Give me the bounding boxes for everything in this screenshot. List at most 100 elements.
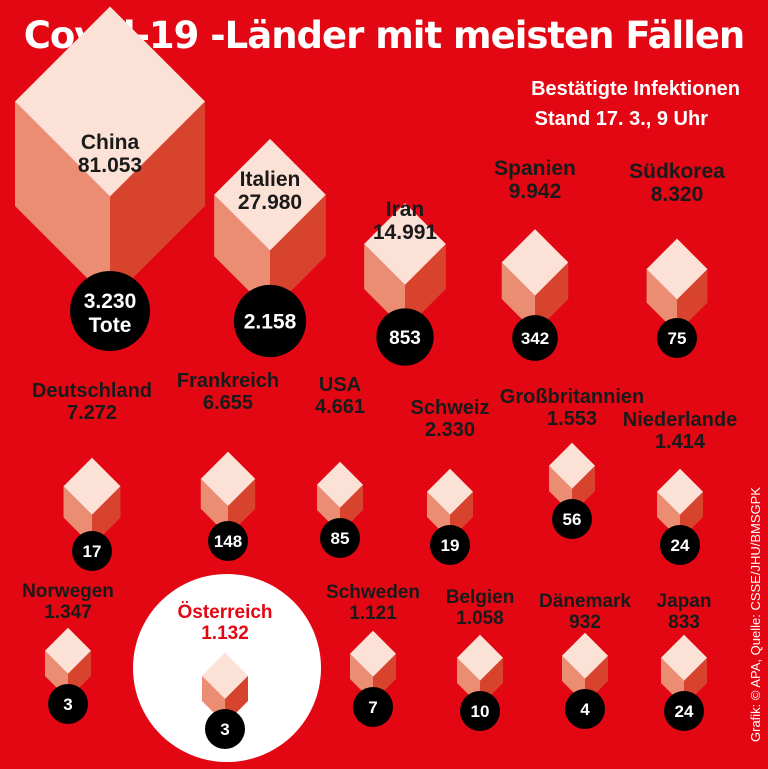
cube (501, 229, 569, 333)
deaths-circle (353, 687, 393, 727)
deaths-circle (657, 318, 697, 358)
country-name-label: Niederlande (623, 409, 737, 431)
cube-left-face (15, 101, 110, 301)
deaths-circle (664, 691, 704, 731)
cube-top-face (457, 634, 503, 681)
cases-label: 14.991 (373, 221, 438, 244)
cube-top-face (657, 468, 703, 515)
cube-right-face (677, 269, 708, 333)
country-name-label: Iran (386, 198, 425, 221)
cube-top-face (15, 6, 205, 197)
cube-top-face (646, 238, 708, 300)
deaths-value-label: 3.230 (84, 290, 137, 313)
cube-right-face (92, 486, 121, 546)
cube-right-face (405, 244, 446, 330)
deaths-value-label: 24 (675, 702, 694, 721)
cases-label: 1.121 (349, 603, 397, 624)
source-credit: Grafik: © APA, Quelle: CSSE/JHU/BMSGPK (748, 487, 763, 742)
deaths-value-label: 19 (441, 536, 460, 555)
cube-top-face (200, 451, 256, 507)
deaths-value-label: 853 (389, 328, 421, 349)
cube-right-face (535, 262, 569, 333)
cases-label: 6.655 (203, 392, 253, 414)
country-name-label: Österreich (177, 602, 272, 623)
deaths-value-label: 4 (580, 700, 590, 719)
cube-top-face (317, 461, 363, 508)
deaths-circle (48, 684, 88, 724)
cases-label: 9.942 (509, 180, 562, 203)
country-name-label: Südkorea (629, 160, 725, 183)
cases-label: 7.272 (67, 402, 117, 424)
cube-left-face (646, 269, 677, 333)
country-name-label: China (81, 131, 140, 154)
country-name-label: Japan (657, 591, 712, 612)
deaths-unit-label: Tote (89, 314, 132, 337)
deaths-circle (70, 271, 150, 351)
country-name-label: Spanien (494, 157, 576, 180)
deaths-circle (565, 689, 605, 729)
deaths-value-label: 85 (331, 529, 350, 548)
deaths-value-label: 2.158 (244, 311, 297, 334)
deaths-value-label: 148 (214, 532, 242, 551)
cases-label: 81.053 (78, 154, 142, 177)
deaths-circle (376, 308, 434, 366)
deaths-value-label: 24 (671, 536, 690, 555)
cube-top-face (427, 468, 473, 515)
chart-subtitle-2: Stand 17. 3., 9 Uhr (534, 108, 708, 130)
country-name-label: USA (319, 374, 361, 396)
country-name-label: Schweiz (411, 397, 490, 419)
deaths-circle (512, 315, 558, 361)
cube-top-face (350, 630, 396, 677)
cube-top-face (501, 229, 569, 296)
country-name-label: Frankreich (177, 370, 279, 392)
cube (562, 632, 608, 704)
deaths-circle (205, 709, 245, 749)
cube-right-face (228, 478, 256, 536)
deaths-circle (552, 499, 592, 539)
country-name-label: Norwegen (22, 581, 114, 602)
country-name-label: Dänemark (539, 591, 631, 612)
deaths-value-label: 3 (220, 720, 229, 739)
cases-label: 8.320 (651, 183, 704, 206)
country-name-label: Belgien (446, 587, 515, 608)
cube (646, 238, 708, 333)
deaths-circle (72, 531, 112, 571)
cube-left-face (364, 244, 405, 330)
deaths-circle (460, 691, 500, 731)
cube (63, 457, 121, 546)
cube-left-face (214, 194, 270, 312)
chart-subtitle-1: Bestätigte Infektionen (531, 78, 740, 100)
deaths-value-label: 3 (63, 695, 72, 714)
cube-top-face (549, 442, 595, 489)
country-name-label: Großbritannien (500, 386, 644, 408)
cases-label: 27.980 (238, 191, 302, 214)
deaths-circle (320, 518, 360, 558)
cube (364, 203, 446, 330)
deaths-value-label: 75 (668, 329, 687, 348)
cube-top-face (661, 634, 707, 681)
deaths-circle (430, 525, 470, 565)
cube-left-face (63, 486, 92, 546)
cases-label: 4.661 (315, 396, 365, 418)
cube-top-face (202, 652, 248, 699)
cube (214, 138, 326, 312)
cube-top-face (562, 632, 608, 679)
deaths-circle (233, 284, 307, 358)
cases-label: 833 (668, 612, 700, 633)
cases-label: 1.132 (201, 623, 249, 644)
country-name-label: Schweden (326, 582, 420, 603)
deaths-value-label: 7 (368, 698, 377, 717)
